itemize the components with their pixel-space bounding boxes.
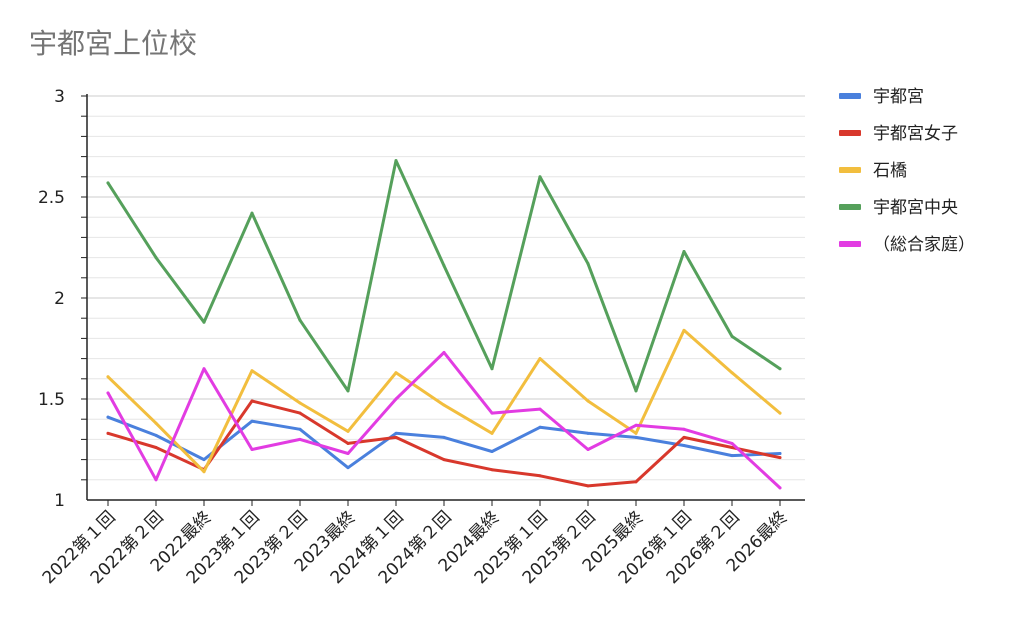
data-point: [298, 401, 302, 405]
data-point: [442, 435, 446, 439]
legend-label: 石橋: [873, 161, 907, 181]
legend-label: 宇都宮中央: [873, 198, 958, 218]
data-point: [154, 445, 158, 449]
data-point: [442, 403, 446, 407]
data-point: [634, 480, 638, 484]
data-point: [778, 456, 782, 460]
data-point: [154, 256, 158, 260]
data-point: [490, 450, 494, 454]
data-point: [730, 445, 734, 449]
data-point: [202, 458, 206, 462]
data-point: [682, 328, 686, 332]
series-line: [106, 159, 782, 393]
data-point: [778, 452, 782, 456]
data-point: [346, 441, 350, 445]
legend-swatch: [839, 130, 861, 136]
data-point: [442, 264, 446, 268]
y-tick-label: 2: [54, 289, 65, 309]
series-line: [106, 399, 782, 488]
legend-label: 宇都宮: [873, 87, 924, 107]
data-point: [202, 367, 206, 371]
data-point: [538, 175, 542, 179]
data-point: [250, 399, 254, 403]
legend-swatch: [839, 93, 861, 99]
y-tick-label: 1: [54, 491, 65, 511]
data-point: [106, 181, 110, 185]
data-point: [730, 441, 734, 445]
legend-label: （総合家庭）: [873, 235, 975, 255]
data-point: [394, 371, 398, 375]
data-point: [202, 320, 206, 324]
data-point: [346, 466, 350, 470]
data-point: [106, 415, 110, 419]
data-point: [346, 389, 350, 393]
data-point: [250, 419, 254, 423]
data-point: [394, 397, 398, 401]
data-point: [394, 431, 398, 435]
data-point: [490, 431, 494, 435]
data-point: [394, 159, 398, 163]
data-point: [586, 484, 590, 488]
data-point: [394, 435, 398, 439]
data-point: [346, 452, 350, 456]
series-line: [106, 351, 782, 490]
data-point: [490, 367, 494, 371]
data-point: [346, 429, 350, 433]
data-point: [586, 262, 590, 266]
chart-title: 宇都宮上位校: [29, 27, 198, 60]
data-point: [202, 470, 206, 474]
data-point: [778, 367, 782, 371]
data-point: [154, 421, 158, 425]
data-point: [778, 411, 782, 415]
data-point: [586, 399, 590, 403]
data-point: [298, 427, 302, 431]
data-point: [778, 486, 782, 490]
data-point: [634, 389, 638, 393]
data-point: [538, 425, 542, 429]
data-point: [490, 411, 494, 415]
data-point: [682, 443, 686, 447]
y-tick-label: 3: [54, 87, 65, 107]
data-point: [634, 435, 638, 439]
data-point: [730, 454, 734, 458]
data-point: [730, 334, 734, 338]
y-tick-label: 2.5: [38, 188, 65, 208]
data-point: [298, 411, 302, 415]
data-point: [682, 435, 686, 439]
legend-swatch: [839, 167, 861, 173]
data-point: [682, 427, 686, 431]
y-tick-label: 1.5: [38, 390, 65, 410]
data-point: [634, 423, 638, 427]
data-point: [106, 391, 110, 395]
legend-swatch: [839, 204, 861, 210]
data-point: [538, 407, 542, 411]
data-point: [154, 478, 158, 482]
data-point: [154, 433, 158, 437]
data-point: [442, 351, 446, 355]
data-point: [106, 431, 110, 435]
data-point: [250, 211, 254, 215]
data-point: [682, 250, 686, 254]
data-point: [538, 474, 542, 478]
data-point: [106, 375, 110, 379]
data-point: [586, 431, 590, 435]
data-point: [730, 371, 734, 375]
data-point: [442, 458, 446, 462]
data-point: [250, 369, 254, 373]
data-point: [250, 448, 254, 451]
data-point: [490, 468, 494, 472]
data-point: [634, 431, 638, 435]
legend-swatch: [839, 241, 861, 247]
legend-label: 宇都宮女子: [873, 124, 958, 144]
data-point: [298, 318, 302, 322]
data-point: [298, 437, 302, 441]
data-point: [586, 448, 590, 451]
data-point: [538, 357, 542, 361]
